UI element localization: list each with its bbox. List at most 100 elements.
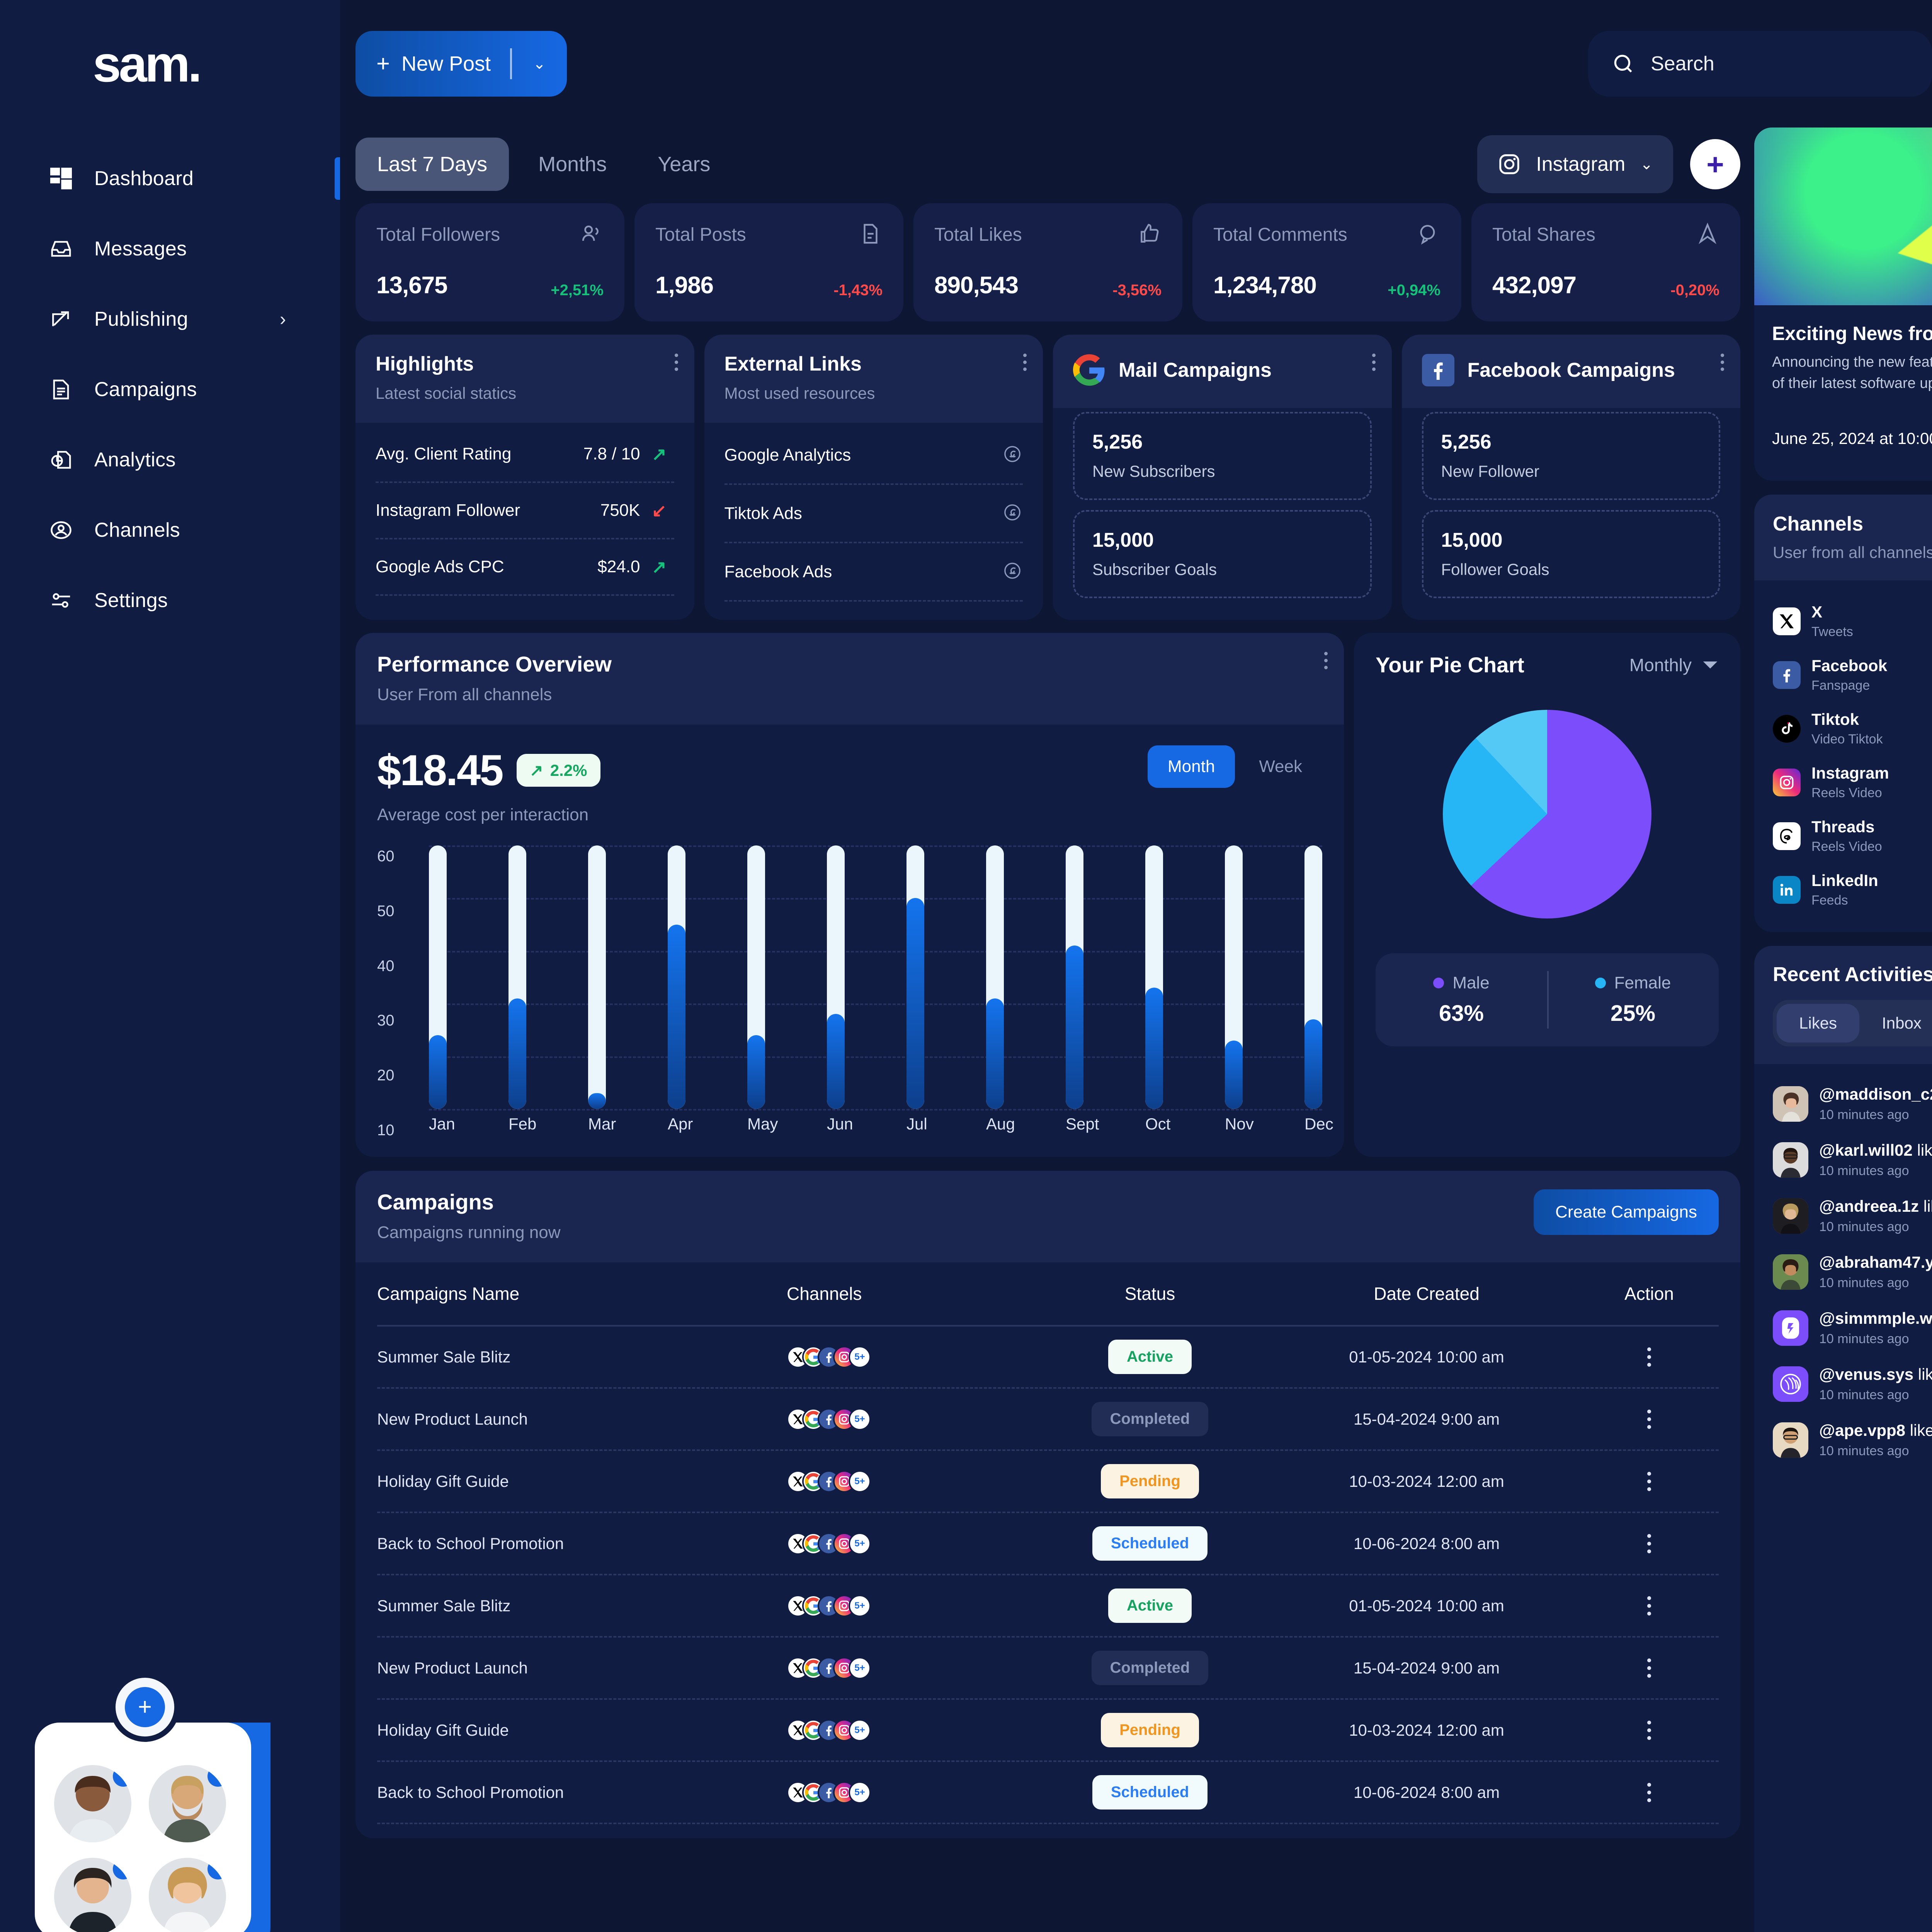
- more-options-icon[interactable]: [1721, 350, 1724, 374]
- external-link-row[interactable]: Google Analytics: [724, 427, 1023, 485]
- add-widget-button[interactable]: +: [1690, 139, 1740, 189]
- more-options-icon[interactable]: [1580, 1782, 1719, 1802]
- new-post-button[interactable]: + New Post ⌄: [355, 31, 567, 97]
- activity-item[interactable]: @abraham47.y likes your reels 10 minutes …: [1773, 1244, 1932, 1300]
- more-channels-badge: 5+: [849, 1470, 871, 1493]
- row-actions[interactable]: [1580, 1779, 1719, 1806]
- segment-week[interactable]: Week: [1259, 757, 1302, 776]
- table-row[interactable]: Holiday Gift Guide 5+ Pending 10-03-2024 12…: [377, 1700, 1719, 1762]
- channel-select[interactable]: Instagram ⌄: [1477, 135, 1673, 193]
- activity-message: @simmmple.web likes your photo: [1819, 1309, 1932, 1328]
- new-post-label: New Post: [401, 52, 491, 75]
- create-campaigns-button[interactable]: Create Campaigns: [1534, 1189, 1719, 1235]
- activity-text: @maddison_c21 likes your reels 10 minutes…: [1819, 1085, 1932, 1122]
- row-actions[interactable]: [1580, 1406, 1719, 1433]
- row-actions[interactable]: [1580, 1592, 1719, 1619]
- activity-item[interactable]: @simmmple.web likes your photo 10 minutes…: [1773, 1300, 1932, 1356]
- analytics-icon: [43, 448, 80, 472]
- status-badge-cell: Active: [1026, 1588, 1274, 1623]
- table-row[interactable]: Summer Sale Blitz 5+ Active 01-05-2024 10:0…: [377, 1327, 1719, 1389]
- more-options-icon[interactable]: [1580, 1534, 1719, 1553]
- stat-delta: -3,56%: [1112, 282, 1162, 299]
- sidebar-item-analytics[interactable]: Analytics: [0, 425, 340, 495]
- stat-bottom: 432,097 -0,20%: [1492, 272, 1719, 299]
- tab-months[interactable]: Months: [538, 153, 607, 176]
- table-row[interactable]: Summer Sale Blitz 5+ Active 01-05-2024 10:0…: [377, 1575, 1719, 1638]
- sidebar-item-messages[interactable]: Messages: [0, 214, 340, 284]
- channel-subtitle: Reels Video: [1811, 786, 1882, 801]
- activity-item[interactable]: @maddison_c21 likes your reels 10 minutes…: [1773, 1076, 1932, 1132]
- bar-track: [906, 845, 924, 1109]
- channel-row[interactable]: LinkedInFeeds100%: [1773, 863, 1932, 917]
- campaign-date: 10-06-2024 8:00 am: [1353, 1534, 1500, 1553]
- trend-up-icon: ↗: [529, 761, 543, 779]
- more-options-icon[interactable]: [1580, 1720, 1719, 1740]
- row-actions[interactable]: [1580, 1717, 1719, 1744]
- channel-stack: 5+: [787, 1594, 1026, 1617]
- tab-last-7-days[interactable]: Last 7 Days: [355, 138, 509, 191]
- card-subtitle: Campaigns running now: [377, 1223, 561, 1242]
- more-options-icon[interactable]: [1580, 1658, 1719, 1678]
- campaign-name: Summer Sale Blitz: [377, 1596, 511, 1615]
- row-actions[interactable]: [1580, 1530, 1719, 1557]
- news-title: Exciting News from...: [1772, 323, 1932, 344]
- search-input[interactable]: [1651, 52, 1909, 75]
- more-options-icon[interactable]: [1023, 350, 1027, 374]
- sidebar-item-channels[interactable]: Channels: [0, 495, 340, 565]
- sidebar-item-dashboard[interactable]: Dashboard: [0, 143, 340, 214]
- stat-label: Total Followers: [376, 224, 500, 245]
- sidebar-item-publishing[interactable]: Publishing ›: [0, 284, 340, 354]
- more-options-icon[interactable]: [1580, 1409, 1719, 1429]
- channel-row[interactable]: FacebookFanspage65%: [1773, 648, 1932, 702]
- like-icon: [1138, 222, 1162, 248]
- activity-item[interactable]: @ape.vpp8 likes your reels 10 minutes ago: [1773, 1412, 1932, 1468]
- activities-header: Recent Activities LikesInboxFollowed: [1754, 946, 1932, 1065]
- table-row[interactable]: New Product Launch 5+ Completed 15-04-2024 …: [377, 1389, 1719, 1451]
- status-badge-cell: Active: [1026, 1340, 1274, 1374]
- more-options-icon[interactable]: [1580, 1471, 1719, 1491]
- external-link-row[interactable]: Tiktok Ads: [724, 485, 1023, 543]
- avatar: [1773, 1086, 1808, 1122]
- performance-row: Performance Overview User From all chann…: [355, 633, 1740, 1157]
- stat-delta: -1,43%: [833, 282, 883, 299]
- segment-month[interactable]: Month: [1148, 745, 1235, 788]
- more-options-icon[interactable]: [674, 350, 678, 374]
- activities-tab-inbox[interactable]: Inbox: [1882, 1014, 1922, 1032]
- row-actions[interactable]: [1580, 1655, 1719, 1682]
- performance-chip: ↗ 2.2%: [516, 754, 600, 787]
- plus-icon: +: [376, 51, 390, 77]
- channel-row[interactable]: XTweets75%: [1773, 594, 1932, 648]
- row-actions[interactable]: [1580, 1344, 1719, 1371]
- dashboard-icon: [50, 167, 72, 190]
- campaigns-table: Campaigns Name Channels Status Date Created…: [355, 1262, 1740, 1838]
- activity-item[interactable]: @venus.sys likes your story 10 minutes ag…: [1773, 1356, 1932, 1412]
- pie-period-select[interactable]: Monthly: [1629, 655, 1719, 675]
- sidebar-item-settings[interactable]: Settings: [0, 565, 340, 636]
- more-options-icon[interactable]: [1580, 1596, 1719, 1616]
- add-member-button[interactable]: +: [110, 1672, 180, 1742]
- more-options-icon[interactable]: [1324, 648, 1328, 673]
- table-row[interactable]: Holiday Gift Guide 5+ Pending 10-03-2024 12…: [377, 1451, 1719, 1513]
- more-options-icon[interactable]: [1580, 1347, 1719, 1367]
- row-actions[interactable]: [1580, 1468, 1719, 1495]
- table-row[interactable]: Back to School Promotion 5+ Scheduled 10-06…: [377, 1513, 1719, 1575]
- tab-years[interactable]: Years: [658, 153, 711, 176]
- external-link-row[interactable]: Facebook Ads: [724, 543, 1023, 602]
- activity-item[interactable]: @andreea.1z likes your story 10 minutes a…: [1773, 1188, 1932, 1244]
- column-header: Status: [1124, 1284, 1175, 1304]
- search-box[interactable]: [1588, 31, 1932, 97]
- table-row[interactable]: New Product Launch 5+ Completed 15-04-2024 …: [377, 1638, 1719, 1700]
- activity-item[interactable]: @karl.will02 likes your photo 10 minutes …: [1773, 1132, 1932, 1188]
- sidebar-item-campaigns[interactable]: Campaigns: [0, 354, 340, 425]
- news-image: [1754, 128, 1932, 305]
- stat-delta: -0,20%: [1670, 282, 1719, 299]
- bar-track: [1066, 845, 1083, 1109]
- bar-column: [1145, 845, 1163, 1109]
- activity-text: @abraham47.y likes your reels 10 minutes …: [1819, 1253, 1932, 1291]
- more-options-icon[interactable]: [1372, 350, 1376, 374]
- activities-tab-likes[interactable]: Likes: [1777, 1004, 1860, 1043]
- table-row[interactable]: Back to School Promotion 5+ Scheduled 10-06…: [377, 1762, 1719, 1824]
